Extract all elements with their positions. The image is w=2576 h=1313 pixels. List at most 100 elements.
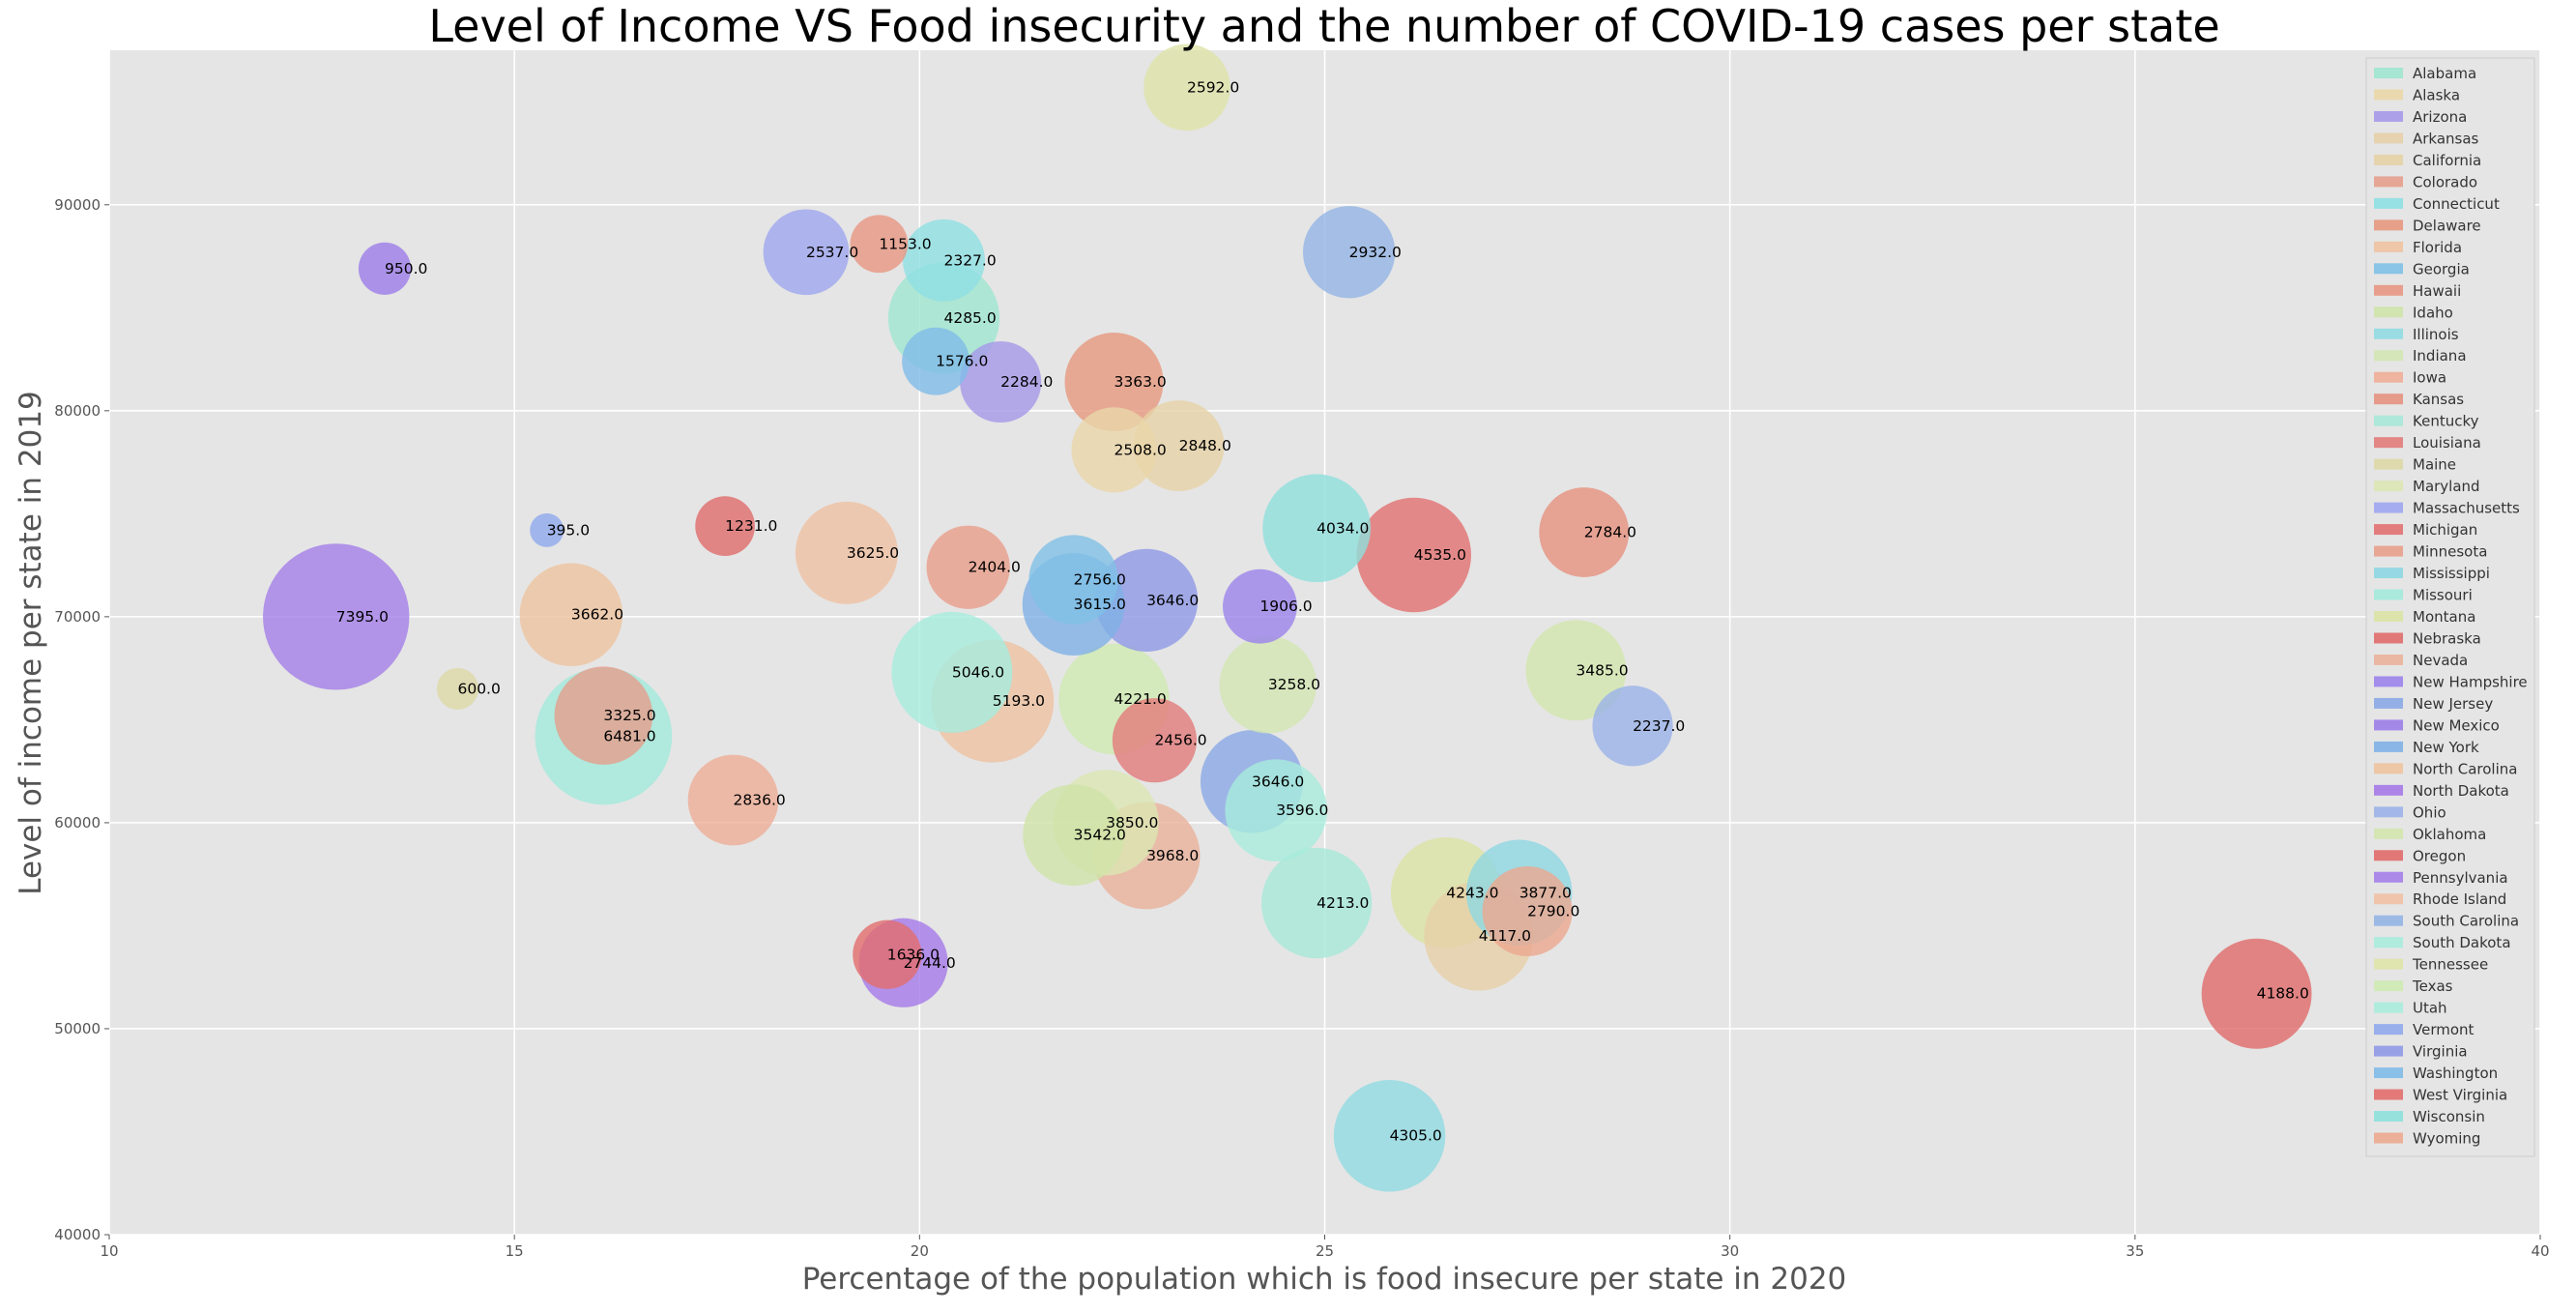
bubble-value-label: 2790.0	[1527, 903, 1579, 920]
legend-label: North Dakota	[2413, 782, 2509, 800]
bubble	[891, 611, 1013, 733]
legend-swatch	[2374, 263, 2403, 275]
legend-swatch	[2374, 763, 2403, 774]
bubble-value-label: 3542.0	[1074, 827, 1126, 844]
legend-label: Florida	[2413, 239, 2462, 256]
bubble-value-label: 1636.0	[887, 946, 940, 963]
bubble	[263, 543, 410, 690]
bubble	[1225, 759, 1327, 861]
bubble-value-label: 4117.0	[1479, 927, 1531, 945]
bubble	[1028, 535, 1118, 625]
bubble	[795, 501, 898, 604]
y-tick-label: 40000	[54, 1226, 101, 1243]
legend-label: Alaska	[2413, 86, 2460, 103]
legend-swatch	[2374, 241, 2403, 252]
legend-label: Ohio	[2413, 803, 2446, 821]
legend-swatch	[2374, 1002, 2403, 1013]
bubble-value-label: 2756.0	[1074, 571, 1126, 589]
legend-swatch	[2374, 328, 2403, 339]
legend-swatch	[2374, 394, 2403, 405]
legend-label: New York	[2413, 739, 2479, 756]
bubble-value-label: 5046.0	[952, 663, 1004, 681]
x-tick-label: 35	[2126, 1242, 2144, 1260]
bubble-value-label: 3363.0	[1114, 373, 1167, 391]
legend-swatch	[2374, 458, 2403, 470]
bubble	[1219, 635, 1317, 734]
legend-label: Colorado	[2413, 173, 2477, 190]
legend-swatch	[2374, 1067, 2403, 1079]
bubble-value-label: 2327.0	[943, 251, 996, 269]
bubble-value-label: 3646.0	[1146, 592, 1199, 609]
legend-swatch	[2374, 937, 2403, 948]
legend-swatch	[2374, 154, 2403, 165]
legend-label: Alabama	[2413, 65, 2476, 82]
legend-label: Hawaii	[2413, 282, 2461, 300]
legend-swatch	[2374, 481, 2403, 492]
legend-swatch	[2374, 915, 2403, 926]
x-axis-label: Percentage of the population which is fo…	[802, 1262, 1847, 1297]
legend-swatch	[2374, 784, 2403, 796]
legend-swatch	[2374, 632, 2403, 644]
legend-frame	[2365, 57, 2535, 1157]
legend-label: Arkansas	[2413, 130, 2479, 147]
legend-label: Oregon	[2413, 847, 2466, 864]
bubble-value-label: 4034.0	[1317, 519, 1369, 537]
legend-swatch	[2374, 958, 2403, 970]
legend-label: New Hampshire	[2413, 673, 2528, 690]
legend: Alabama Alaska Arizona Arkansas California Co…	[2365, 57, 2535, 1157]
legend-swatch	[2374, 697, 2403, 709]
legend-swatch	[2374, 719, 2403, 731]
bubble-value-label: 2848.0	[1179, 437, 1231, 454]
legend-label: Nevada	[2413, 652, 2468, 669]
bubble-value-label: 3325.0	[603, 707, 655, 724]
legend-label: Arizona	[2413, 108, 2467, 126]
legend-swatch	[2374, 1024, 2403, 1036]
legend-swatch	[2374, 871, 2403, 883]
legend-label: Wisconsin	[2413, 1108, 2485, 1125]
legend-swatch	[2374, 676, 2403, 687]
bubble-value-label: 2284.0	[1000, 373, 1053, 391]
y-tick-label: 50000	[54, 1020, 101, 1037]
bubble-value-label: 2932.0	[1349, 244, 1402, 261]
bubble-value-label: 2237.0	[1633, 717, 1685, 735]
bubble-value-label: 7395.0	[336, 608, 389, 626]
legend-label: North Carolina	[2413, 760, 2517, 777]
legend-label: Rhode Island	[2413, 890, 2506, 908]
bubble	[1525, 620, 1627, 721]
y-tick-label: 90000	[54, 196, 101, 214]
bubble-value-label: 4243.0	[1446, 884, 1498, 901]
legend-label: Maine	[2413, 456, 2456, 474]
legend-label: Oklahoma	[2413, 826, 2486, 843]
legend-swatch	[2374, 306, 2403, 318]
legend-swatch	[2374, 284, 2403, 296]
x-tick-label: 30	[1721, 1242, 1739, 1260]
bubble-value-label: 3662.0	[571, 606, 623, 624]
bubble-value-label: 3850.0	[1106, 814, 1158, 832]
legend-label: Utah	[2413, 1000, 2447, 1017]
bubble	[926, 525, 1010, 609]
legend-label: Idaho	[2413, 304, 2453, 321]
legend-swatch	[2374, 68, 2403, 78]
bubble	[519, 563, 623, 666]
legend-label: Kentucky	[2413, 413, 2479, 430]
legend-swatch	[2374, 589, 2403, 600]
bubble-value-label: 1153.0	[879, 235, 931, 252]
legend-swatch	[2374, 502, 2403, 513]
legend-label: Massachusetts	[2413, 500, 2520, 517]
bubble	[436, 667, 479, 710]
x-tick-label: 15	[506, 1242, 524, 1260]
legend-label: Minnesota	[2413, 543, 2487, 561]
legend-label: Nebraska	[2413, 629, 2481, 647]
legend-swatch	[2374, 176, 2403, 188]
legend-swatch	[2374, 1111, 2403, 1123]
bubble-value-label: 4213.0	[1317, 894, 1369, 912]
bubble	[1262, 474, 1372, 583]
legend-label: Georgia	[2413, 260, 2470, 277]
legend-label: Michigan	[2413, 521, 2477, 539]
bubble	[1260, 847, 1373, 959]
bubble-value-label: 5193.0	[993, 692, 1045, 710]
legend-label: Washington	[2413, 1065, 2498, 1082]
bubble-value-label: 950.0	[385, 260, 427, 277]
bubble	[1592, 686, 1673, 767]
legend-label: Tennessee	[2412, 956, 2488, 974]
